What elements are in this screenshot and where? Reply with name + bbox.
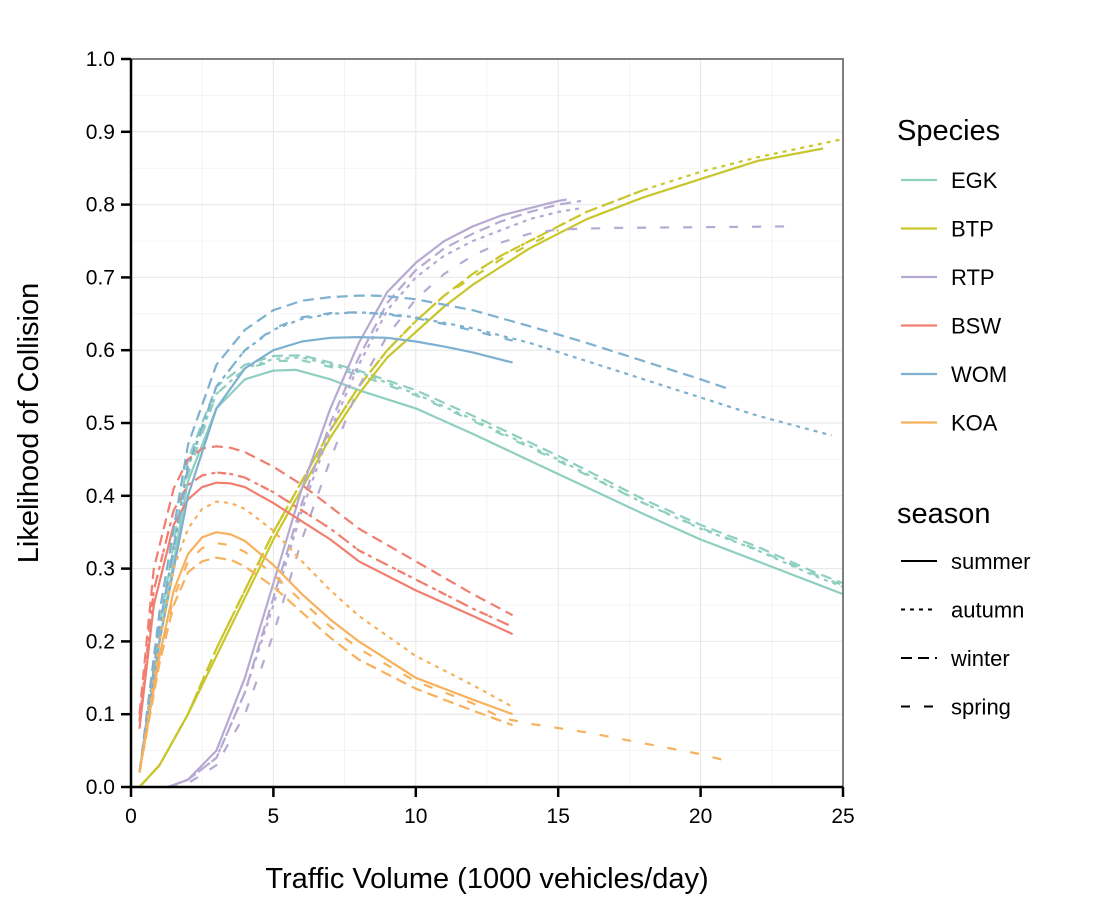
series-line-koa-autumn	[138, 500, 514, 773]
legend-label-bsw: BSW	[951, 314, 1001, 339]
y-tick-label: 0.3	[86, 558, 115, 581]
legend-label-winter: winter	[950, 646, 1010, 671]
legend-label-egk: EGK	[951, 168, 998, 193]
legend-species-title: Species	[897, 115, 1000, 147]
legend-season-title: season	[897, 498, 991, 530]
legend-label-koa: KOA	[951, 411, 998, 436]
series-line-wom-winter	[138, 294, 727, 773]
legend-label-btp: BTP	[951, 217, 994, 242]
x-tick-label: 0	[125, 805, 137, 828]
series-line-bsw-spring	[138, 471, 514, 722]
series-line-egk-winter	[138, 354, 844, 773]
series-line-btp-summer	[138, 147, 824, 788]
legend-label-rtp: RTP	[951, 265, 995, 290]
series-lines	[138, 138, 844, 789]
series-line-egk-autumn	[138, 356, 844, 773]
x-tick-label: 5	[268, 805, 280, 828]
y-tick-label: 0.0	[86, 776, 115, 799]
y-tick-label: 0.5	[86, 412, 115, 435]
series-line-koa-summer	[138, 531, 513, 773]
legend-label-wom: WOM	[951, 362, 1007, 387]
series-line-wom-spring	[138, 311, 513, 773]
y-tick-label: 0.9	[86, 121, 115, 144]
y-tick-label: 0.6	[86, 339, 115, 362]
series-line-btp-winter	[138, 188, 644, 788]
legend-label-autumn: autumn	[951, 598, 1024, 623]
y-tick-label: 0.2	[86, 630, 115, 653]
x-tick-label: 20	[689, 805, 712, 828]
series-line-btp-autumn	[138, 138, 844, 788]
series-line-bsw-summer	[138, 481, 514, 729]
series-line-wom-summer	[138, 336, 513, 773]
y-tick-label: 0.4	[86, 485, 116, 508]
legend-label-summer: summer	[951, 549, 1030, 574]
y-axis-title: Likelihood of Collision	[13, 283, 45, 564]
y-tick-label: 0.8	[86, 194, 115, 217]
series-line-rtp-winter	[167, 199, 582, 789]
axes: 0 5 10 15 20 25 0.0 0.1 0.2 0.3 0.4 0.5 0.6 0.7 0.8 0.9…	[86, 48, 855, 828]
y-tick-label: 0.1	[86, 703, 115, 726]
series-line-koa-winter	[138, 556, 513, 773]
x-tick-label: 15	[547, 805, 570, 828]
y-tick-label: 1.0	[86, 48, 115, 71]
legend: Species season EGK BTP RTP BSW WOM KOA summer a…	[897, 115, 1030, 720]
x-axis-title: Traffic Volume (1000 vehicles/day)	[265, 863, 708, 895]
x-tick-label: 25	[831, 805, 854, 828]
series-line-btp-spring	[138, 229, 559, 788]
series-line-bsw-autumn	[138, 471, 514, 722]
series-line-bsw-winter	[138, 445, 514, 715]
series-line-koa-spring	[138, 542, 730, 773]
series-line-rtp-summer	[167, 198, 567, 789]
x-tick-label: 10	[404, 805, 427, 828]
y-tick-label: 0.7	[86, 266, 115, 289]
legend-label-spring: spring	[951, 695, 1011, 720]
series-line-egk-summer	[138, 368, 844, 773]
